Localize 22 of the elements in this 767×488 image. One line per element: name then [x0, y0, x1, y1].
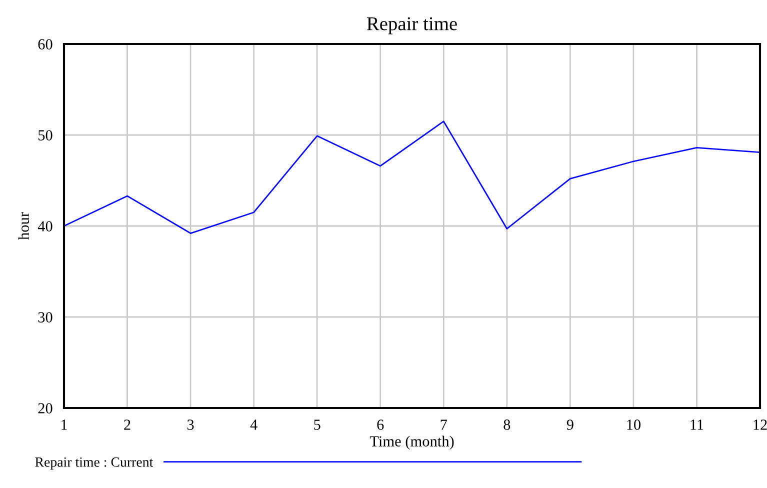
x-tick-label: 4: [250, 420, 258, 430]
x-tick-label: 1: [62, 420, 67, 430]
x-tick-label: 8: [504, 420, 510, 430]
x-tick-label: 5: [314, 420, 320, 430]
x-tick-label: 10: [627, 420, 641, 430]
x-axis-title: Time (month): [370, 436, 454, 450]
x-tick-label: 3: [187, 420, 194, 430]
text: Repair time : Current: [35, 457, 154, 470]
line-series: [64, 120, 760, 234]
y-tick-label: 20: [38, 403, 52, 414]
chart-title: Repair time: [366, 17, 457, 34]
x-tick-label: 9: [566, 420, 574, 430]
y-axis-title: hour: [18, 212, 29, 240]
y-tick-label: 30: [38, 312, 52, 322]
x-tick-label: 11: [690, 420, 704, 430]
y-tick-label: 50: [38, 130, 52, 140]
x-tick-label: 6: [377, 420, 384, 430]
y-tick-label: 60: [38, 39, 52, 50]
x-tick-label: 7: [440, 420, 448, 430]
y-tick-label: 40: [38, 221, 52, 232]
x-tick-label: 12: [754, 420, 767, 430]
x-tick-label: 2: [124, 420, 130, 430]
